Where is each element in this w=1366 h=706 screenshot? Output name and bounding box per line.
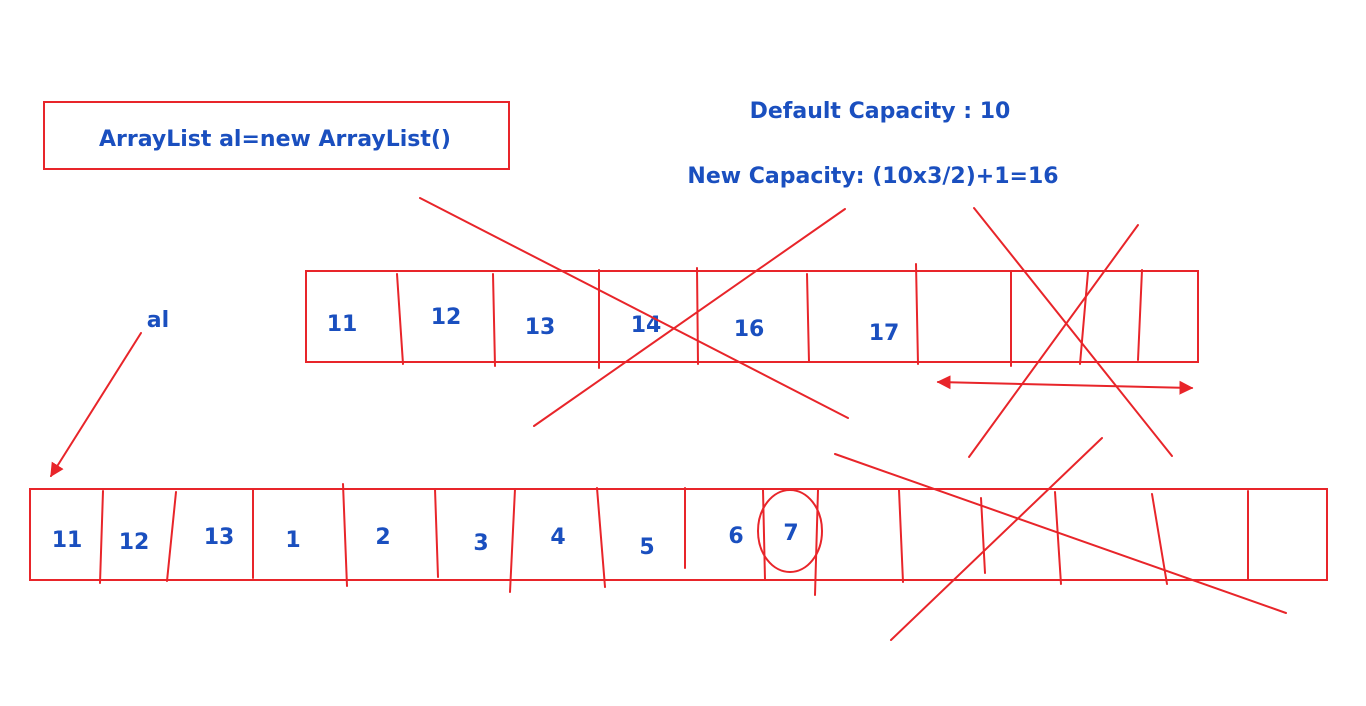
reference-label: al xyxy=(147,308,169,333)
new-array-divider xyxy=(434,488,439,578)
new-array-divider xyxy=(814,489,819,596)
new-array-cell-8: 5 xyxy=(639,535,654,560)
new-array-divider xyxy=(596,487,606,588)
cross-out-line xyxy=(533,208,846,427)
new-array-cell-1: 11 xyxy=(52,528,83,553)
old-array-cell-6: 17 xyxy=(869,321,900,346)
new-array-divider xyxy=(99,490,104,584)
new-array-outline xyxy=(29,488,1328,581)
new-array-divider xyxy=(898,489,904,583)
new-array-divider xyxy=(762,489,766,581)
old-array-divider xyxy=(1137,269,1143,361)
default-capacity-text: Default Capacity : 10 xyxy=(750,99,1011,124)
old-array-divider xyxy=(696,267,699,365)
old-array-cell-1: 11 xyxy=(327,312,358,337)
new-capacity-text: New Capacity: (10x3/2)+1=16 xyxy=(687,164,1058,189)
old-array-cell-4: 14 xyxy=(631,313,662,338)
new-array-cell-6: 3 xyxy=(473,531,488,556)
cross-out-line xyxy=(419,197,849,419)
code-box xyxy=(43,101,510,170)
new-array-divider xyxy=(166,491,177,582)
old-array-cell-5: 16 xyxy=(734,317,765,342)
new-array-cell-10: 7 xyxy=(783,521,798,546)
new-array-cell-9: 6 xyxy=(728,524,743,549)
code-box-text: ArrayList al=new ArrayList() xyxy=(99,127,451,152)
new-array-cell-2: 12 xyxy=(119,530,150,555)
new-array-divider xyxy=(980,497,986,574)
circled-element xyxy=(757,489,823,573)
cross-out-line xyxy=(834,453,1287,614)
old-array-divider xyxy=(1079,271,1089,365)
new-array-cell-3: 13 xyxy=(204,525,235,550)
new-array-cell-7: 4 xyxy=(550,525,565,550)
reference-arrow xyxy=(50,332,142,478)
cross-out-line xyxy=(968,224,1139,458)
old-array-divider xyxy=(396,273,404,365)
old-array-divider xyxy=(915,263,919,365)
old-array-outline xyxy=(305,270,1199,363)
double-headed-arrow xyxy=(936,375,1194,395)
new-array-cell-4: 1 xyxy=(285,528,300,553)
new-array-divider xyxy=(509,488,516,593)
old-array-cell-3: 13 xyxy=(525,315,556,340)
old-array: 11 12 13 14 16 17 xyxy=(305,263,1199,369)
old-array-divider xyxy=(492,273,496,367)
new-array-divider xyxy=(342,483,348,587)
cross-out-line xyxy=(890,437,1103,641)
new-array-divider xyxy=(1054,491,1062,585)
new-array-divider xyxy=(1151,493,1168,585)
cross-out-line xyxy=(973,207,1173,457)
old-array-cell-2: 12 xyxy=(431,305,462,330)
old-array-divider xyxy=(806,273,810,363)
cross-out-strokes xyxy=(419,197,1287,641)
new-array-cell-5: 2 xyxy=(375,525,390,550)
new-array: 11 12 13 1 2 3 4 5 6 7 xyxy=(29,483,1328,596)
